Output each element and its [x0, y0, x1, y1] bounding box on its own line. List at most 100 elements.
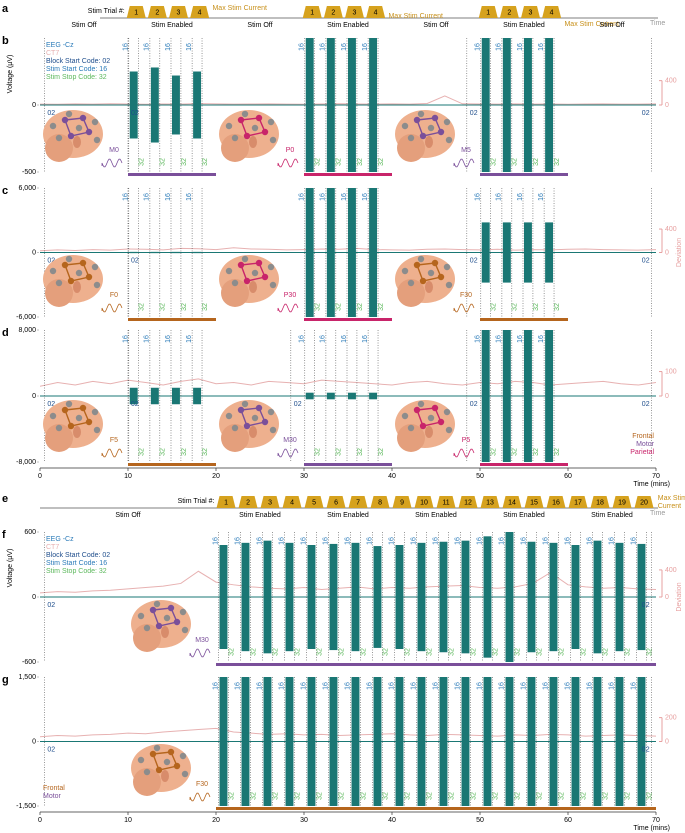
trial-box: [480, 496, 500, 508]
trial-box: [458, 496, 478, 508]
trial-box: [546, 496, 566, 508]
plot-area: [40, 38, 656, 172]
electrode: [137, 612, 145, 620]
stim-start-code: 16: [212, 537, 219, 545]
waveform-icon: [101, 158, 123, 168]
stim-burst: [461, 540, 470, 654]
region-label: Frontal: [632, 433, 654, 440]
stim-burst: [593, 677, 602, 806]
trial-number: 2: [331, 9, 335, 16]
electrode: [269, 426, 277, 434]
stim-stop-code: 32: [160, 158, 167, 166]
trial-box: [366, 6, 386, 18]
stim-burst: [545, 222, 554, 283]
electrode-active: [237, 261, 245, 269]
electrode: [225, 122, 233, 130]
electrode-active: [243, 277, 251, 285]
condition-label: M0: [109, 147, 119, 154]
stim-start-code: 16: [186, 335, 193, 343]
stim-period-bar: [480, 318, 568, 321]
stim-stop-code: 32: [228, 792, 235, 800]
y-tick-label: 0: [32, 249, 36, 256]
trial-number: 16: [552, 499, 560, 506]
x-tick-label: 50: [476, 473, 484, 480]
x-tick-label: 10: [124, 817, 132, 824]
condition-label: F5: [110, 437, 118, 444]
stim-start-code: 16: [630, 682, 637, 690]
ear: [73, 136, 81, 148]
electrode: [93, 136, 101, 144]
stim-start-code: 16: [586, 537, 593, 545]
stim-start-code: 16: [144, 335, 151, 343]
waveform-icon: [277, 303, 299, 313]
block-start-code: 02: [470, 257, 478, 264]
brain-illustration: [395, 255, 455, 307]
trial-number: 3: [268, 499, 272, 506]
stim-burst: [348, 188, 356, 317]
electrode: [401, 267, 409, 275]
region-label: Motor: [43, 793, 62, 800]
y2-tick-label: 400: [665, 226, 677, 233]
electrode: [269, 281, 277, 289]
stim-burst: [329, 677, 338, 806]
face: [397, 424, 425, 452]
electrode-active: [149, 606, 157, 614]
electrode: [91, 118, 99, 126]
stim-stop-code: 32: [336, 303, 343, 311]
stim-stop-code: 32: [272, 792, 279, 800]
electrode-active: [85, 418, 93, 426]
electrode: [417, 400, 425, 408]
electrode-active: [431, 259, 439, 267]
trial-number: 4: [290, 499, 294, 506]
brain-illustration: [131, 600, 191, 652]
waveform-icon: [453, 158, 475, 168]
stim-burst: [150, 387, 159, 405]
y-tick-label: 8,000: [18, 327, 36, 334]
x-tick-label: 70: [652, 473, 660, 480]
stim-start-code: 16: [454, 682, 461, 690]
stim-start-code: 16: [517, 43, 524, 51]
stim-start-code: 16: [498, 682, 505, 690]
region-label: Frontal: [43, 785, 65, 792]
phase-label: Stim Enabled: [503, 512, 545, 519]
stim-burst: [545, 38, 554, 172]
electrode: [181, 770, 189, 778]
stim-start-code: 16: [366, 537, 373, 545]
stim-stop-code: 32: [357, 303, 364, 311]
phase-label: Stim Enabled: [151, 22, 193, 29]
stim-burst: [373, 546, 382, 648]
electrode: [75, 414, 83, 422]
stim-period-bar: [128, 173, 216, 176]
stim-start-code: 16: [410, 682, 417, 690]
face: [45, 134, 73, 162]
brain-illustration: [219, 255, 279, 307]
electrode: [143, 624, 151, 632]
legend-entry: Block Start Code: 02: [46, 58, 110, 65]
electrode-active: [61, 406, 69, 414]
stim-start-code: 16: [186, 193, 193, 201]
face: [45, 424, 73, 452]
electrode-active: [243, 422, 251, 430]
phase-label: Stim Enabled: [591, 512, 633, 519]
legend-entry: Stim Start Code: 16: [46, 560, 107, 567]
trial-number: 10: [420, 499, 428, 506]
stim-start-code: 16: [476, 682, 483, 690]
y-tick-label: 0: [32, 393, 36, 400]
brain-illustration: [219, 110, 279, 162]
electrode-active: [419, 422, 427, 430]
electrode: [443, 408, 451, 416]
condition-label: M30: [195, 637, 209, 644]
stim-start-code: 16: [165, 335, 172, 343]
stim-start-code: 16: [123, 335, 130, 343]
stim-stop-code: 32: [558, 648, 565, 656]
stim-stop-code: 32: [181, 303, 188, 311]
block-start-code: 02: [642, 257, 650, 264]
stim-start-code: 16: [123, 193, 130, 201]
stim-stop-code: 32: [470, 792, 477, 800]
y2-tick-label: 0: [665, 249, 669, 256]
stim-burst: [172, 75, 180, 135]
electrode: [443, 263, 451, 271]
legend-entry: CT7: [46, 50, 59, 57]
panel-label: f: [2, 529, 6, 541]
max-current-label: Current: [658, 503, 681, 510]
